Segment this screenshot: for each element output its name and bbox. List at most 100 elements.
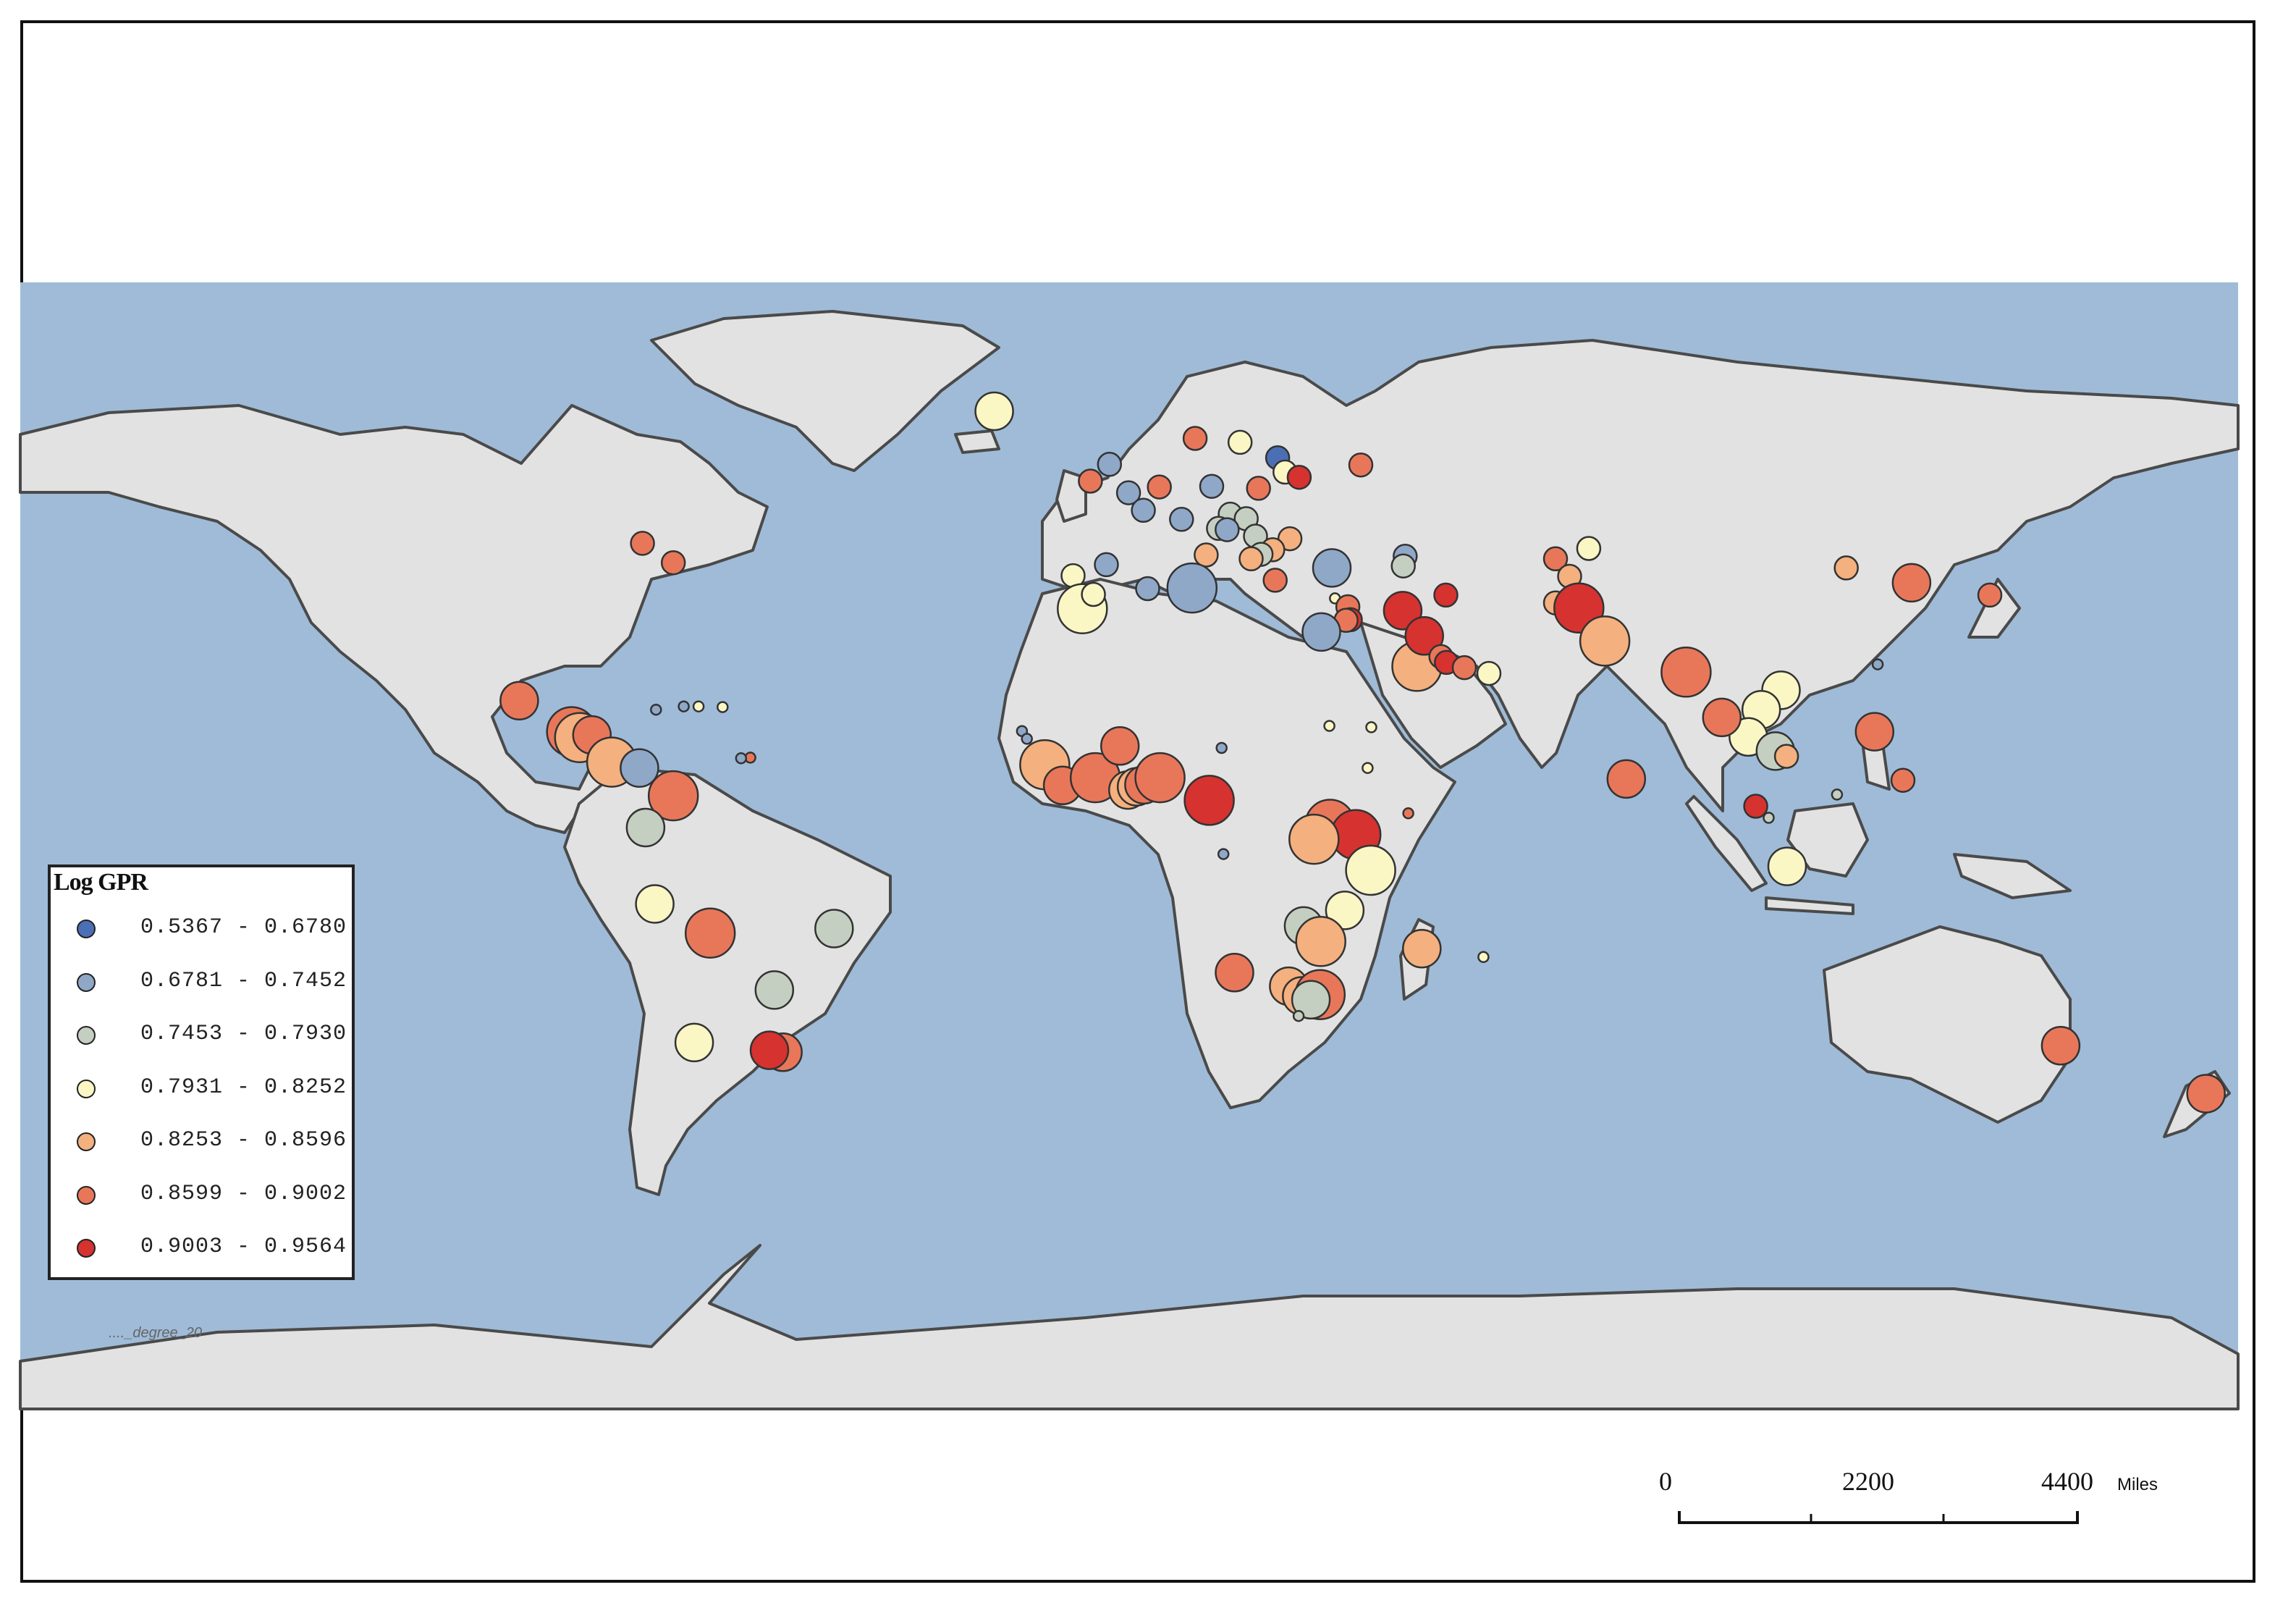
- data-point: [814, 909, 854, 948]
- data-point: [1767, 846, 1807, 886]
- australia: [1823, 925, 2072, 1124]
- legend-swatch: [77, 1239, 96, 1258]
- data-point: [2186, 1074, 2226, 1114]
- data-point: [1100, 726, 1140, 766]
- legend-label: 0.7453 - 0.7930: [140, 1022, 347, 1046]
- data-point: [1199, 474, 1225, 499]
- legend-swatch: [77, 972, 96, 992]
- data-point: [1094, 552, 1119, 578]
- data-point: [620, 748, 659, 788]
- data-point: [749, 1030, 790, 1070]
- data-point: [1365, 721, 1377, 733]
- data-point: [1477, 951, 1490, 964]
- scale-bar-line: [1678, 1511, 2079, 1524]
- data-point: [1169, 507, 1194, 532]
- iceland: [954, 429, 1000, 454]
- data-point: [1542, 546, 1569, 572]
- data-point: [625, 807, 666, 848]
- data-point: [1217, 848, 1230, 860]
- data-points: [499, 391, 2226, 1114]
- legend-item: 0.6781 - 0.7452: [51, 964, 355, 1008]
- data-point: [1348, 452, 1374, 478]
- data-point: [1183, 775, 1235, 826]
- data-point: [1891, 563, 1932, 603]
- data-point: [1383, 591, 1423, 631]
- data-point: [678, 700, 690, 712]
- data-point: [1131, 497, 1156, 523]
- south-america: [563, 766, 892, 1196]
- data-point: [692, 700, 705, 712]
- scale-tick-4400: 4400: [2041, 1467, 2093, 1496]
- legend-swatch: [77, 1079, 96, 1098]
- data-point: [1292, 1009, 1305, 1022]
- data-point: [1345, 844, 1396, 896]
- legend-item: 0.9003 - 0.9564: [51, 1230, 355, 1274]
- data-point: [1833, 555, 1859, 581]
- legend-swatch: [77, 920, 96, 938]
- data-point: [1977, 582, 2003, 608]
- data-point: [1702, 697, 1742, 738]
- data-point: [1606, 759, 1647, 799]
- data-point: [1194, 542, 1219, 568]
- data-point: [1312, 548, 1352, 588]
- data-point: [635, 884, 675, 924]
- data-point: [1890, 767, 1916, 793]
- legend-swatch: [77, 1185, 96, 1205]
- data-point: [630, 531, 655, 556]
- legend-item: 0.5367 - 0.6780: [51, 911, 355, 954]
- data-point: [684, 907, 736, 959]
- data-point: [1286, 464, 1312, 490]
- data-point: [1773, 744, 1799, 769]
- legend-title: Log GPR: [54, 869, 148, 896]
- legend-item: 0.7453 - 0.7930: [51, 1017, 355, 1061]
- data-point: [1215, 953, 1254, 993]
- data-point: [1134, 752, 1186, 804]
- data-point: [1215, 741, 1228, 754]
- data-point: [1288, 813, 1340, 865]
- legend-label: 0.7931 - 0.8252: [140, 1074, 347, 1100]
- data-point: [1262, 568, 1288, 593]
- greenland: [650, 310, 1000, 472]
- indonesia-java: [1765, 896, 1854, 915]
- data-point: [1182, 426, 1208, 451]
- data-point: [499, 681, 539, 720]
- north-america: [19, 404, 769, 834]
- data-point: [647, 770, 699, 822]
- borneo: [1786, 802, 1869, 878]
- data-point: [660, 550, 686, 576]
- new-guinea: [1953, 853, 2072, 899]
- landmasses: [19, 310, 2240, 1410]
- data-point: [1854, 712, 1895, 752]
- data-point: [1147, 474, 1172, 500]
- data-point: [1871, 658, 1884, 670]
- data-point: [1402, 928, 1442, 969]
- scale-tick-0: 0: [1659, 1467, 1672, 1496]
- data-point: [1404, 616, 1444, 656]
- data-point: [1021, 733, 1033, 745]
- data-point: [1402, 807, 1414, 820]
- legend: Log GPR 0.5367 - 0.6780 0.6781 - 0.7452 0.…: [48, 864, 355, 1280]
- legend-swatch: [77, 1026, 96, 1045]
- data-point: [1295, 916, 1346, 967]
- data-point: [1433, 582, 1459, 608]
- africa: [997, 578, 1456, 1109]
- data-point: [974, 391, 1014, 432]
- legend-swatch: [77, 1132, 96, 1151]
- data-point: [1215, 517, 1240, 542]
- data-point: [1246, 476, 1271, 501]
- legend-label: 0.6781 - 0.7452: [140, 968, 347, 993]
- legend-label: 0.8599 - 0.9002: [140, 1181, 347, 1206]
- data-point: [1081, 581, 1106, 607]
- data-point: [1476, 660, 1502, 686]
- scale-unit: Miles: [2117, 1475, 2158, 1494]
- data-point: [1763, 812, 1775, 824]
- legend-item: 0.7931 - 0.8252: [51, 1071, 355, 1114]
- data-point: [1135, 576, 1160, 602]
- legend-item: 0.8599 - 0.9002: [51, 1177, 355, 1221]
- data-point: [1115, 480, 1141, 505]
- data-point: [1660, 647, 1712, 698]
- source-label: ...._degree_20: [109, 1325, 202, 1341]
- data-point: [1325, 891, 1365, 930]
- data-point: [2040, 1026, 2081, 1066]
